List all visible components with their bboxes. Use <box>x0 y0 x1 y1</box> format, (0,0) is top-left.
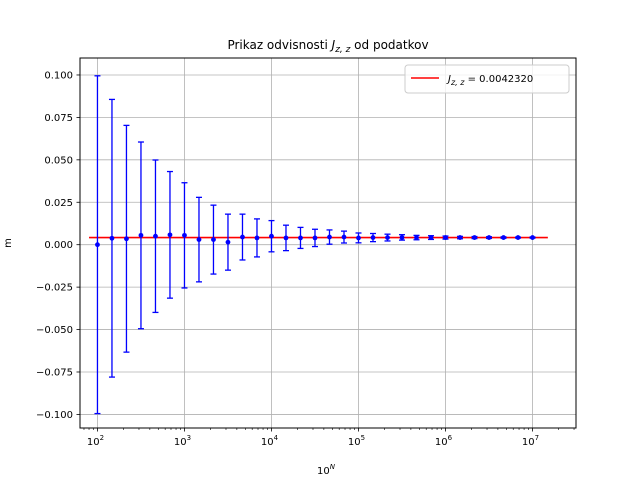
data-point <box>109 235 115 241</box>
grid-lines <box>80 58 576 428</box>
data-point <box>530 235 535 240</box>
data-point <box>211 237 216 243</box>
data-point <box>196 237 202 243</box>
y-tick-label: −0.100 <box>36 410 73 421</box>
data-point <box>95 242 100 248</box>
data-point <box>298 235 303 241</box>
y-tick-label: −0.050 <box>36 325 73 336</box>
x-tick-label: 105 <box>348 434 365 448</box>
data-point <box>153 233 158 239</box>
data-point <box>269 233 274 239</box>
data-point <box>240 234 245 240</box>
data-point <box>472 235 477 240</box>
y-axis-label: m <box>3 238 14 248</box>
data-point <box>457 235 463 240</box>
legend: Jz, z = 0.0042320 <box>404 64 570 94</box>
data-point <box>225 239 231 245</box>
data-point <box>327 234 332 240</box>
x-tick-label: 104 <box>261 434 279 448</box>
y-tick-label: 0.025 <box>44 198 73 209</box>
x-axis-ticks: 102 103 104 105 106 107 <box>83 428 575 448</box>
y-tick-label: 0.100 <box>44 70 73 81</box>
y-axis-ticks: −0.100 −0.075 −0.050 −0.025 0.000 0.025 0.050 0… <box>36 70 80 421</box>
plot-area-frame <box>79 57 577 429</box>
x-tick-label: 106 <box>435 434 453 448</box>
chart-title: Prikaz odvisnosti Jz, z od podatkov <box>227 38 428 55</box>
data-point <box>138 232 144 238</box>
data-point <box>124 236 129 242</box>
errorbar-layer <box>94 75 536 415</box>
data-point <box>486 235 492 240</box>
legend-box <box>404 64 570 94</box>
data-point <box>341 234 347 240</box>
x-tick-label: 107 <box>522 434 539 448</box>
y-tick-label: 0.050 <box>44 155 73 166</box>
y-tick-label: −0.025 <box>36 283 73 294</box>
data-point <box>356 235 361 241</box>
data-point <box>501 235 506 240</box>
data-point <box>283 235 289 241</box>
data-point <box>443 235 448 240</box>
y-tick-label: −0.075 <box>36 367 73 378</box>
data-point <box>515 235 521 240</box>
data-point <box>254 235 260 241</box>
x-tick-label: 102 <box>87 434 104 448</box>
y-tick-label: 0.075 <box>44 113 73 124</box>
data-point <box>370 235 376 240</box>
data-point <box>414 235 419 240</box>
data-point <box>312 235 318 241</box>
data-point <box>428 235 434 240</box>
data-point <box>182 232 187 238</box>
y-tick-label: 0.000 <box>44 240 73 251</box>
x-tick-label: 103 <box>174 434 191 448</box>
legend-label: Jz, z = 0.0042320 <box>446 74 533 87</box>
x-axis-label: 10N <box>317 463 336 477</box>
data-point <box>167 232 173 238</box>
data-point <box>385 235 390 240</box>
data-point <box>399 234 405 240</box>
